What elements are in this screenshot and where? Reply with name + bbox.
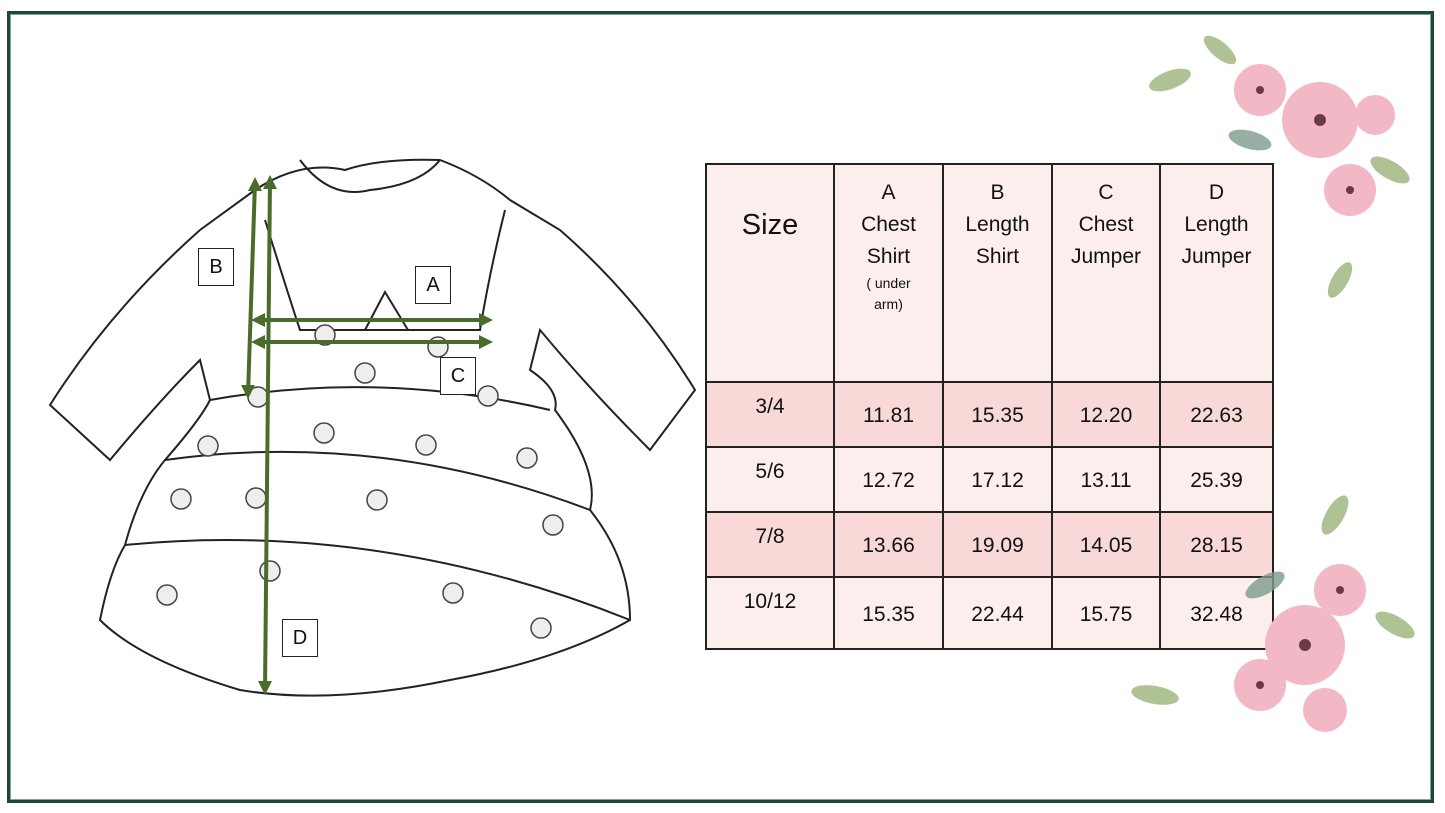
cell-size: 3/4 <box>705 381 835 448</box>
table-row: 7/8 13.66 19.09 14.05 28.15 <box>705 511 1274 578</box>
header-line1: Length <box>965 213 1030 236</box>
size-chart-table: Size A Chest Shirt ( under arm) B Length… <box>705 163 1274 650</box>
cell: 14.05 <box>1051 511 1161 578</box>
label-b: B <box>198 248 234 286</box>
cell: 13.66 <box>833 511 944 578</box>
header-letter: A <box>881 181 896 204</box>
cell: 22.44 <box>942 576 1053 650</box>
measure-arrows <box>241 175 493 695</box>
cell: 19.09 <box>942 511 1053 578</box>
header-row: Size A Chest Shirt ( under arm) B Length… <box>705 163 1274 383</box>
label-a: A <box>415 266 451 304</box>
label-d: D <box>282 619 318 657</box>
label-c: C <box>440 357 476 395</box>
cell: 32.48 <box>1159 576 1274 650</box>
cell: 11.81 <box>833 381 944 448</box>
flower-decoration-top <box>1149 35 1410 298</box>
page-frame <box>7 11 1434 803</box>
header-b: B Length Shirt <box>942 163 1053 383</box>
header-letter: D <box>1208 181 1225 204</box>
header-size: Size <box>705 163 835 383</box>
cell-size: 10/12 <box>705 576 835 650</box>
cell: 12.72 <box>833 446 944 513</box>
header-line2: Shirt <box>975 245 1020 268</box>
cell: 28.15 <box>1159 511 1274 578</box>
table-row: 5/6 12.72 17.12 13.11 25.39 <box>705 446 1274 513</box>
header-a: A Chest Shirt ( under arm) <box>833 163 944 383</box>
header-line1: Chest <box>1078 213 1134 236</box>
cell: 22.63 <box>1159 381 1274 448</box>
header-line2: Jumper <box>1070 245 1142 268</box>
cell-size: 7/8 <box>705 511 835 578</box>
header-line1: Chest <box>861 213 916 236</box>
cell: 25.39 <box>1159 446 1274 513</box>
cell: 12.20 <box>1051 381 1161 448</box>
header-line2: Jumper <box>1181 245 1252 268</box>
header-c: C Chest Jumper <box>1051 163 1161 383</box>
header-note: ( under arm) <box>866 275 911 312</box>
cell: 13.11 <box>1051 446 1161 513</box>
header-d: D Length Jumper <box>1159 163 1274 383</box>
header-line1: Length <box>1184 213 1249 236</box>
table-row: 10/12 15.35 22.44 15.75 32.48 <box>705 576 1274 650</box>
flower-decoration-bottom <box>1131 495 1415 732</box>
header-letter: C <box>1098 181 1114 204</box>
header-line2: Shirt <box>866 245 911 268</box>
cell: 15.35 <box>942 381 1053 448</box>
cell: 15.35 <box>833 576 944 650</box>
header-letter: B <box>990 181 1005 204</box>
cell: 15.75 <box>1051 576 1161 650</box>
cell: 17.12 <box>942 446 1053 513</box>
cell-size: 5/6 <box>705 446 835 513</box>
dress-sketch <box>48 158 697 697</box>
table-row: 3/4 11.81 15.35 12.20 22.63 <box>705 381 1274 448</box>
